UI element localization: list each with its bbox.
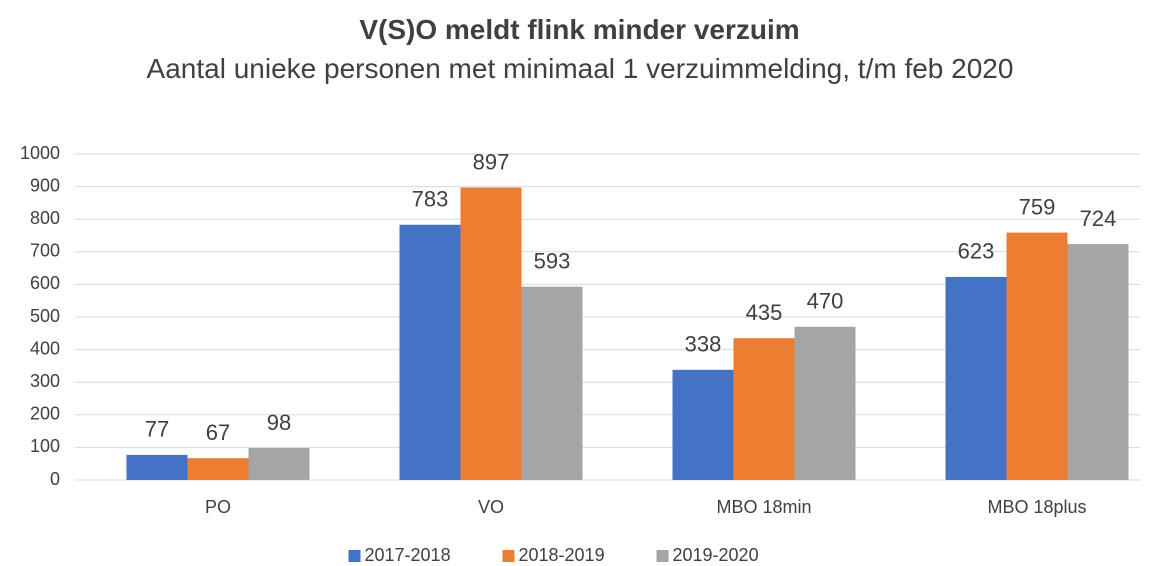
- legend-swatch: [502, 550, 515, 562]
- bar: [187, 458, 249, 480]
- data-label: 435: [746, 300, 783, 325]
- y-tick-label: 200: [30, 404, 60, 424]
- y-tick-label: 1000: [20, 143, 60, 163]
- y-tick-label: 600: [30, 273, 60, 293]
- x-tick-label: PO: [205, 497, 231, 517]
- y-tick-label: 0: [50, 469, 60, 489]
- data-label: 67: [206, 420, 230, 445]
- y-tick-label: 800: [30, 208, 60, 228]
- chart-subtitle: Aantal unieke personen met minimaal 1 ve…: [146, 53, 1014, 84]
- data-label: 338: [685, 332, 722, 357]
- bar: [1067, 243, 1129, 480]
- data-label: 783: [412, 187, 449, 212]
- bar: [399, 224, 461, 480]
- bar: [126, 454, 188, 480]
- bar: [945, 276, 1007, 480]
- bar: [248, 448, 310, 480]
- legend-swatch: [348, 550, 361, 562]
- y-tick-label: 300: [30, 371, 60, 391]
- y-tick-label: 900: [30, 175, 60, 195]
- data-label: 593: [534, 248, 571, 273]
- data-label: 759: [1019, 194, 1056, 219]
- data-label: 77: [145, 417, 169, 442]
- chart-title: V(S)O meldt flink minder verzuim: [359, 14, 800, 45]
- legend-label: 2019-2020: [673, 545, 759, 565]
- data-label: 623: [958, 239, 995, 264]
- data-label: 724: [1080, 206, 1117, 231]
- legend-label: 2017-2018: [365, 545, 451, 565]
- bar: [794, 326, 856, 480]
- bar: [521, 286, 583, 480]
- bar: [1006, 232, 1068, 480]
- y-tick-label: 500: [30, 306, 60, 326]
- x-tick-label: MBO 18plus: [987, 497, 1086, 517]
- y-tick-label: 400: [30, 338, 60, 358]
- x-tick-label: MBO 18min: [716, 497, 811, 517]
- x-tick-label: VO: [478, 497, 504, 517]
- legend-swatch: [656, 550, 669, 562]
- bar: [672, 369, 734, 480]
- legend-label: 2018-2019: [519, 545, 605, 565]
- data-label: 98: [267, 410, 291, 435]
- bar: [733, 338, 795, 480]
- bar: [460, 187, 522, 480]
- y-tick-label: 100: [30, 436, 60, 456]
- data-label: 470: [807, 289, 844, 314]
- data-label: 897: [473, 149, 510, 174]
- y-tick-label: 700: [30, 241, 60, 261]
